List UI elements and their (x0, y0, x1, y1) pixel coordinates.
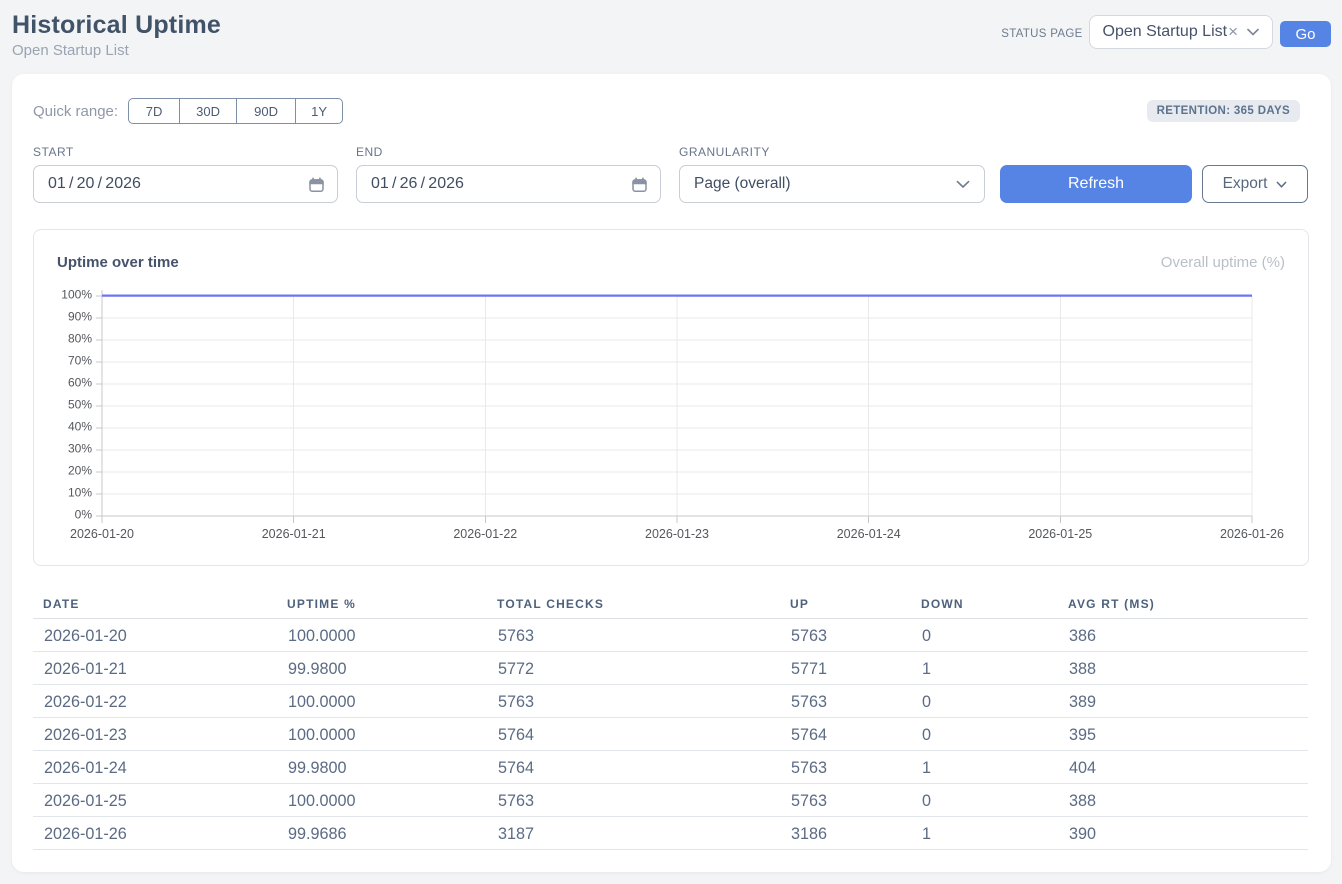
svg-text:40%: 40% (68, 420, 92, 434)
svg-text:100%: 100% (61, 288, 92, 302)
svg-text:50%: 50% (68, 398, 92, 412)
svg-text:2026-01-26: 2026-01-26 (1220, 527, 1284, 541)
svg-text:2026-01-21: 2026-01-21 (262, 527, 326, 541)
svg-text:90%: 90% (68, 310, 92, 324)
svg-text:2026-01-24: 2026-01-24 (837, 527, 901, 541)
svg-text:2026-01-22: 2026-01-22 (453, 527, 517, 541)
svg-text:60%: 60% (68, 376, 92, 390)
svg-text:30%: 30% (68, 442, 92, 456)
svg-text:70%: 70% (68, 354, 92, 368)
svg-text:2026-01-20: 2026-01-20 (70, 527, 134, 541)
svg-text:2026-01-23: 2026-01-23 (645, 527, 709, 541)
svg-text:10%: 10% (68, 486, 92, 500)
svg-text:80%: 80% (68, 332, 92, 346)
svg-text:20%: 20% (68, 464, 92, 478)
svg-text:2026-01-25: 2026-01-25 (1028, 527, 1092, 541)
svg-text:0%: 0% (75, 508, 93, 522)
